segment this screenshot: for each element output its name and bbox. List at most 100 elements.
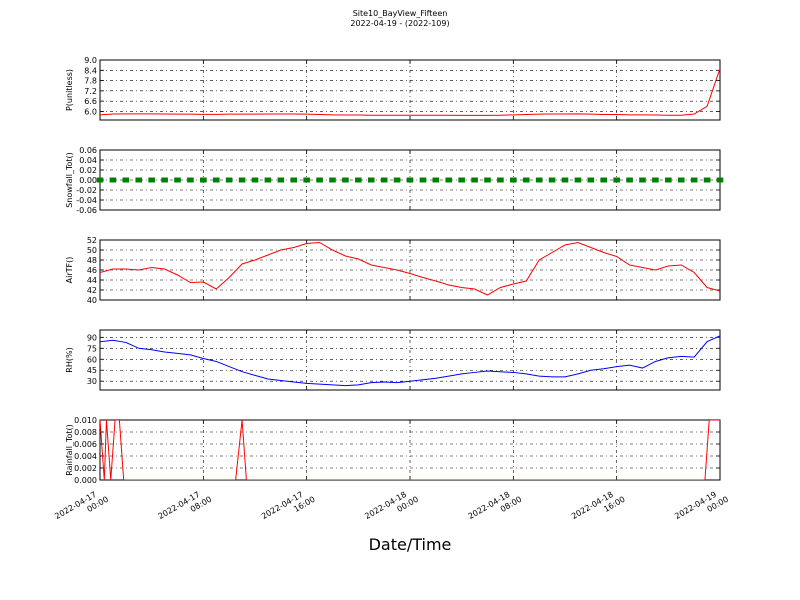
y-tick-label: 48 [87, 256, 97, 265]
chart-title: Site10_BayView_Fifteen [353, 9, 448, 18]
y-tick-label: 60 [87, 355, 97, 364]
data-point [703, 177, 711, 183]
y-tick-label: 50 [87, 246, 97, 255]
data-point [251, 177, 259, 183]
data-point [613, 177, 620, 183]
data-point [561, 177, 569, 183]
x-tick-label: 2022-04-1816:00 [570, 486, 627, 530]
chart-subtitle: 2022-04-19 - (2022-109) [350, 19, 449, 28]
data-point [510, 177, 517, 183]
plot-frame [99, 239, 721, 301]
plot-frame [99, 329, 721, 391]
data-point [135, 177, 143, 183]
y-tick-label: 52 [87, 236, 97, 245]
y-tick-label: -0.02 [76, 186, 97, 195]
data-point [264, 177, 272, 183]
y-axis-label: AirTF() [65, 257, 74, 284]
y-axis-label: Snowfall_Tot() [65, 152, 74, 208]
y-tick-label: 0.000 [74, 476, 97, 485]
data-point [200, 177, 207, 183]
y-tick-label: 46 [87, 266, 97, 275]
y-tick-label: -0.06 [76, 206, 97, 215]
y-tick-label: 90 [87, 333, 97, 342]
data-point [587, 177, 595, 183]
y-axis-label: P(unitless) [65, 69, 74, 111]
y-tick-label: 0.010 [74, 416, 97, 425]
y-tick-label: 0.06 [79, 146, 97, 155]
data-point [716, 177, 724, 183]
x-tick-label: 2022-04-1716:00 [260, 486, 317, 530]
y-tick-label: 7.2 [84, 87, 97, 96]
y-tick-label: 0.002 [74, 464, 97, 473]
data-point [639, 177, 646, 183]
data-point [161, 177, 168, 183]
data-point [122, 177, 130, 183]
data-point [96, 177, 104, 183]
x-axis-label: Date/Time [369, 535, 452, 554]
y-tick-label: 0.02 [79, 166, 97, 175]
data-point [367, 177, 375, 183]
data-point [212, 177, 220, 183]
data-point [174, 177, 181, 183]
x-tick-label: 2022-04-1708:00 [157, 486, 214, 530]
y-tick-label: 7.8 [84, 77, 97, 86]
data-point [225, 177, 233, 183]
data-point [277, 177, 285, 183]
data-point [290, 177, 298, 183]
y-tick-label: 0.04 [79, 156, 97, 165]
data-point [548, 177, 556, 183]
data-point [445, 177, 453, 183]
y-tick-label: 9.0 [84, 56, 97, 65]
data-point [303, 177, 310, 183]
data-point [471, 177, 478, 183]
data-point [626, 177, 633, 183]
data-line [100, 241, 720, 296]
y-tick-label: -0.04 [76, 196, 97, 205]
y-tick-label: 0.004 [74, 452, 97, 461]
y-tick-label: 42 [87, 286, 97, 295]
data-point [238, 177, 246, 183]
x-tick-label: 2022-04-1700:00 [53, 486, 110, 530]
y-tick-label: 40 [87, 296, 97, 305]
data-point [393, 177, 401, 183]
data-point [665, 177, 672, 183]
data-point [109, 177, 117, 183]
y-tick-label: 44 [87, 276, 97, 285]
data-point [522, 177, 530, 183]
data-point [497, 177, 504, 183]
data-line [100, 68, 720, 116]
data-point [677, 177, 685, 183]
y-tick-label: 8.4 [84, 66, 97, 75]
data-point [406, 177, 414, 183]
data-point [419, 177, 427, 183]
y-tick-label: 75 [87, 344, 97, 353]
y-axis-label: Rainfall_Tot() [65, 424, 74, 476]
y-tick-label: 0.00 [79, 176, 97, 185]
y-tick-label: 30 [87, 377, 97, 386]
data-line [100, 335, 720, 387]
data-point [690, 177, 698, 183]
data-point [355, 177, 362, 183]
data-point [484, 177, 491, 183]
data-point [432, 177, 440, 183]
data-point [458, 177, 465, 183]
data-point [600, 177, 608, 183]
data-point [342, 177, 349, 183]
data-point [148, 177, 155, 183]
y-tick-label: 6.6 [84, 97, 97, 106]
x-tick-label: 2022-04-1808:00 [467, 486, 524, 530]
data-point [187, 177, 194, 183]
x-tick-label: 2022-04-1800:00 [363, 486, 420, 530]
data-point [574, 177, 582, 183]
y-tick-label: 6.0 [84, 107, 97, 116]
data-point [535, 177, 543, 183]
y-tick-label: 45 [87, 366, 97, 375]
y-tick-label: 0.008 [74, 428, 97, 437]
data-point [316, 177, 323, 183]
data-point [329, 177, 336, 183]
y-tick-label: 0.006 [74, 440, 97, 449]
data-point [380, 177, 388, 183]
plot-frame [99, 59, 721, 121]
y-axis-label: RH(%) [65, 347, 74, 372]
